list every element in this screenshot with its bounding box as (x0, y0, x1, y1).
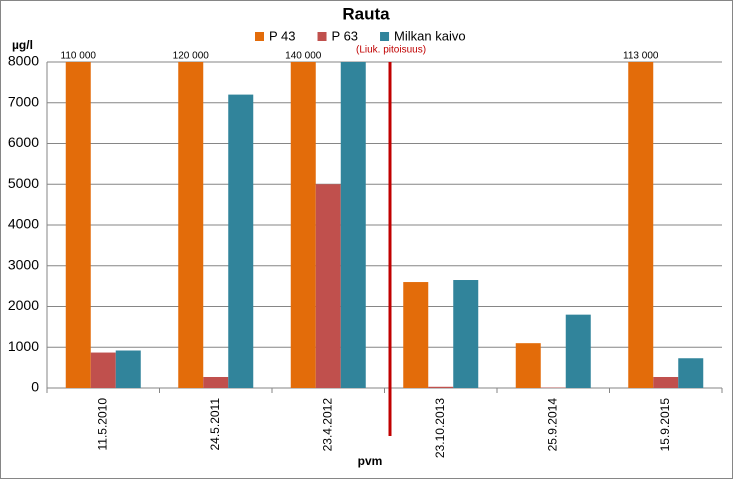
x-tick-label: 15.9.2015 (658, 398, 672, 452)
y-tick-label: 0 (31, 379, 39, 395)
y-axis-label: µg/l (12, 38, 33, 52)
y-tick-label: 7000 (8, 93, 39, 109)
legend-swatch (317, 32, 327, 41)
bar (115, 350, 141, 388)
x-tick-label: 25.9.2014 (545, 398, 559, 452)
bar (403, 282, 429, 388)
bar (315, 184, 341, 388)
bars (65, 62, 704, 388)
bar (565, 314, 591, 388)
bar (290, 62, 316, 388)
x-tick-label: 23.4.2012 (320, 398, 334, 452)
legend-label: Milkan kaivo (394, 28, 466, 43)
bar (228, 94, 254, 388)
legend-label: P 63 (332, 28, 359, 43)
y-tick-label: 8000 (8, 53, 39, 69)
y-tick-label: 1000 (8, 338, 39, 354)
y-tick-label: 4000 (8, 216, 39, 232)
bar (65, 62, 91, 388)
y-tick-label: 2000 (8, 297, 39, 313)
overlay: 11.5.2010 110 000 24.5.2011 120 000 23.4.201… (61, 28, 672, 458)
value-label: 120 000 (173, 51, 210, 62)
bar (515, 343, 541, 388)
bar (178, 62, 204, 388)
x-tick-label: 23.10.2013 (433, 398, 447, 458)
y-tick-label: 5000 (8, 175, 39, 191)
annotation: (Liuk. pitoisuus) (356, 45, 426, 56)
bar (678, 358, 704, 388)
bar (90, 352, 116, 388)
bar (453, 280, 479, 388)
value-label: 140 000 (285, 51, 322, 62)
legend-swatch (380, 32, 390, 41)
x-axis-label: pvm (358, 454, 383, 468)
value-label: 110 000 (61, 51, 97, 62)
bar (203, 376, 229, 388)
bar (628, 62, 654, 388)
y-tick-label: 3000 (8, 256, 39, 272)
bar (653, 376, 679, 388)
bar (340, 62, 366, 388)
y-tick-label: 6000 (8, 134, 39, 150)
chart-title: Rauta (342, 4, 390, 23)
x-tick-label: 24.5.2011 (208, 398, 222, 451)
grid: 0 1000 2000 3000 4000 5000 6000 7000 8000 (8, 53, 723, 395)
legend-swatch (255, 32, 264, 41)
x-tick-label: 11.5.2010 (95, 398, 109, 451)
value-label: 113 000 (623, 51, 659, 62)
bar (428, 386, 454, 388)
legend-label: P 43 (269, 28, 296, 43)
